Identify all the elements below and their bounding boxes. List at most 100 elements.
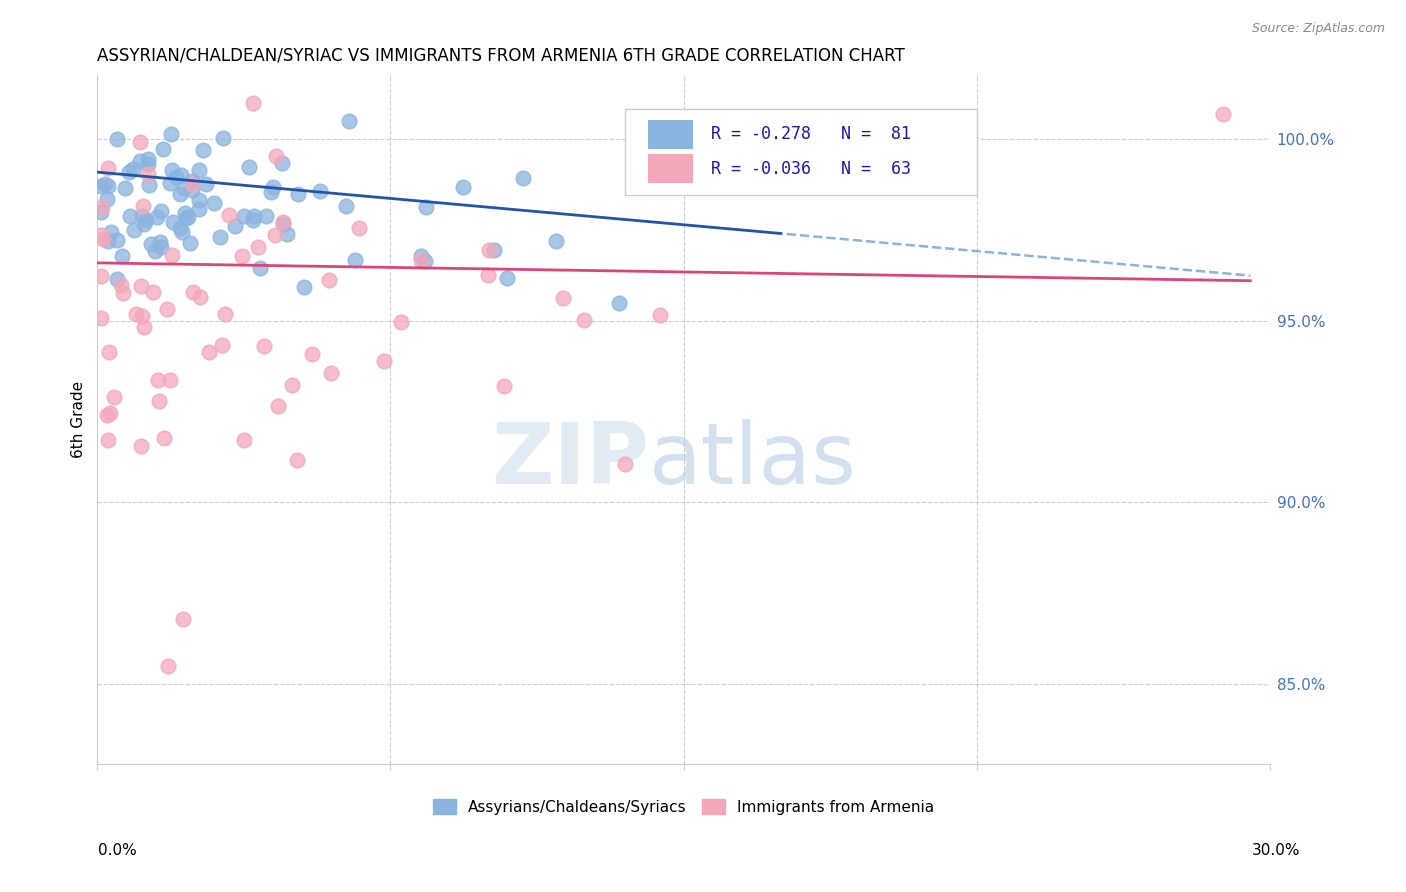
Point — [211, 338, 233, 352]
Point — [97, 161, 120, 176]
Point — [125, 307, 148, 321]
Point — [242, 213, 264, 227]
Point — [477, 268, 499, 282]
Point — [242, 96, 264, 111]
Point — [294, 280, 316, 294]
Point — [188, 163, 211, 178]
Point — [156, 658, 179, 673]
Point — [494, 379, 516, 393]
Text: R = -0.036   N =  63: R = -0.036 N = 63 — [710, 160, 911, 178]
Point — [409, 252, 432, 267]
Point — [349, 221, 371, 235]
Point — [153, 431, 176, 445]
Point — [97, 178, 120, 193]
Point — [232, 209, 254, 223]
Point — [287, 187, 309, 202]
Point — [174, 211, 197, 225]
Point — [276, 227, 298, 241]
Point — [209, 230, 232, 244]
Point — [149, 240, 172, 254]
Point — [112, 285, 135, 300]
Point — [128, 135, 150, 149]
Point — [159, 176, 181, 190]
Point — [138, 178, 160, 192]
Point — [136, 152, 159, 166]
Point — [484, 243, 506, 257]
Text: 0.0%: 0.0% — [98, 843, 138, 858]
Point — [309, 184, 332, 198]
Point — [373, 354, 395, 368]
Point — [214, 307, 236, 321]
Text: ZIP: ZIP — [491, 419, 648, 502]
Y-axis label: 6th Grade: 6th Grade — [72, 380, 86, 458]
Point — [100, 225, 122, 239]
Point — [146, 211, 169, 225]
Point — [162, 163, 184, 178]
Text: R = -0.278   N =  81: R = -0.278 N = 81 — [710, 125, 911, 143]
Point — [173, 205, 195, 219]
Point — [98, 406, 121, 420]
Point — [231, 249, 253, 263]
Point — [169, 186, 191, 201]
Point — [181, 174, 204, 188]
Point — [122, 223, 145, 237]
Legend: Assyrians/Chaldeans/Syriacs, Immigrants from Armenia: Assyrians/Chaldeans/Syriacs, Immigrants … — [433, 799, 934, 814]
Point — [212, 131, 235, 145]
Point — [90, 268, 112, 283]
Point — [453, 180, 475, 194]
Point — [118, 165, 141, 179]
Point — [202, 195, 225, 210]
Point — [107, 233, 129, 247]
Point — [271, 155, 294, 169]
Point — [177, 210, 200, 224]
Point — [179, 235, 201, 250]
Point — [318, 273, 340, 287]
Point — [415, 254, 437, 268]
Point — [301, 347, 323, 361]
Text: atlas: atlas — [648, 419, 856, 502]
Point — [267, 399, 290, 413]
Point — [152, 143, 174, 157]
Point — [90, 204, 112, 219]
Point — [1212, 107, 1234, 121]
Bar — [648, 154, 693, 183]
Point — [243, 209, 266, 223]
Point — [172, 612, 194, 626]
Point — [162, 215, 184, 229]
Point — [218, 208, 240, 222]
Point — [238, 160, 260, 174]
Point — [187, 202, 209, 216]
Point — [120, 209, 142, 223]
Point — [135, 213, 157, 227]
Point — [271, 217, 294, 231]
Point — [132, 319, 155, 334]
Point — [149, 235, 172, 249]
Point — [337, 114, 360, 128]
Point — [97, 234, 120, 248]
Point — [478, 243, 501, 257]
Point — [391, 315, 413, 329]
Point — [131, 278, 153, 293]
Point — [281, 377, 304, 392]
Point — [246, 240, 269, 254]
Point — [648, 308, 671, 322]
Point — [195, 177, 218, 191]
Point — [129, 439, 152, 453]
Point — [253, 339, 276, 353]
Point — [94, 177, 117, 191]
Point — [139, 236, 162, 251]
Point — [224, 219, 246, 233]
Point — [170, 168, 193, 182]
Text: 30.0%: 30.0% — [1253, 843, 1301, 858]
Point — [90, 178, 112, 193]
Point — [319, 366, 342, 380]
Point — [254, 209, 277, 223]
Point — [90, 310, 112, 325]
Point — [197, 345, 219, 359]
Point — [173, 181, 195, 195]
Point — [148, 393, 170, 408]
Point — [249, 261, 271, 276]
Point — [415, 200, 437, 214]
Point — [344, 253, 367, 268]
Point — [131, 209, 153, 223]
